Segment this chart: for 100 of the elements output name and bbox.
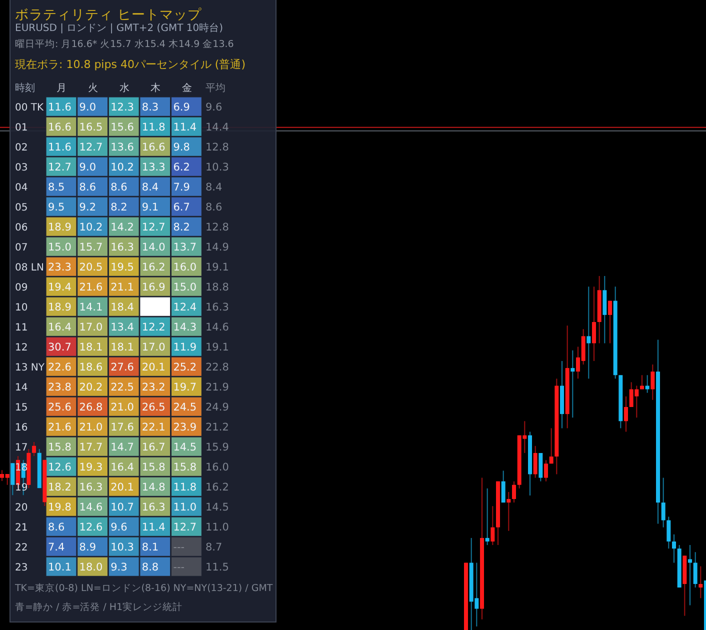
y-tick-label: 03 [15, 162, 28, 174]
data-label: 9.3 [110, 562, 128, 574]
data-label: 21.1 [110, 282, 134, 294]
text: 曜日平均: 月16.6* 火15.7 水15.4 木14.9 金13.6 [15, 38, 234, 50]
text: --- [173, 562, 185, 574]
data-label: 21.6 [48, 422, 72, 434]
data-label: 8.6 [48, 522, 66, 534]
data-label: 16.0 [173, 262, 197, 274]
data-label: 14.1 [79, 302, 103, 314]
data-label: 16.4 [110, 462, 134, 474]
y2-tick-label: 8.4 [206, 182, 223, 194]
data-label: 8.9 [79, 542, 96, 554]
candlestick [549, 428, 554, 464]
candlestick [506, 491, 511, 532]
y2-tick-label: 8.7 [206, 542, 222, 554]
data-label: 16.3 [79, 482, 103, 494]
data-label: 6.2 [173, 162, 190, 174]
data-label: 11.6 [48, 142, 72, 154]
data-label: 10.1 [48, 562, 72, 574]
data-label: 18.4 [110, 302, 134, 314]
y-tick-label: 05 [15, 202, 28, 214]
candlestick [672, 534, 676, 564]
data-label: 6.9 [173, 102, 190, 114]
data-label: 12.6 [79, 522, 103, 534]
data-label: 12.3 [110, 102, 134, 114]
data-label: 19.5 [110, 262, 134, 274]
data-label: 18.1 [110, 342, 134, 354]
data-label: 8.3 [142, 102, 159, 114]
x-tick-label: 水 [119, 82, 130, 94]
data-label: 19.3 [79, 462, 103, 474]
y2-tick-label: 12.8 [206, 222, 229, 234]
data-label: 14.8 [142, 482, 166, 494]
data-label: 14.0 [142, 242, 166, 254]
data-label: 14.6 [79, 502, 103, 514]
data-label: 12.7 [173, 522, 197, 534]
y2-tick-label: 14.6 [206, 322, 230, 334]
y2-tick-label: 14.5 [206, 502, 229, 514]
data-label: 25.2 [173, 362, 197, 374]
candlestick [501, 470, 506, 504]
y2-axis-title: 平均 [206, 82, 226, 94]
data-label: 15.6 [110, 122, 134, 134]
data-label: 12.2 [142, 322, 166, 334]
candlestick [688, 544, 692, 606]
y-axis-title: 時刻 [15, 82, 35, 94]
y2-tick-label: 14.9 [206, 242, 229, 254]
y-tick-label: 18 [15, 462, 28, 474]
data-label: 15.8 [142, 462, 166, 474]
data-label: 16.3 [110, 242, 134, 254]
text: 現在ボラ: 10.8 pips 40パーセンタイル (普通) [15, 58, 246, 71]
data-label: 22.5 [110, 382, 134, 394]
chart-title: ボラティリティ ヒートマップ [15, 7, 202, 23]
y-tick-label: 09 [15, 282, 28, 294]
y2-tick-label: 14.4 [206, 122, 230, 134]
data-label: 22.1 [142, 422, 166, 434]
data-label: 10.2 [110, 162, 134, 174]
y-tick-label: 08 LN [15, 262, 44, 274]
data-label: 18.6 [79, 362, 103, 374]
data-label: 9.6 [110, 522, 128, 534]
y2-tick-label: 16.0 [206, 462, 229, 474]
text: 青=静か / 赤=活発 / H1実レンジ統計 [15, 601, 183, 613]
candlestick [592, 286, 596, 362]
data-label: 26.5 [142, 402, 166, 414]
data-label: 16.9 [142, 282, 166, 294]
y-tick-label: 11 [15, 322, 28, 334]
y2-tick-label: 19.1 [206, 342, 229, 354]
data-label: 10.3 [110, 542, 134, 554]
y-tick-label: 15 [15, 402, 28, 414]
y2-tick-label: 21.2 [206, 422, 229, 434]
data-label: 14.7 [110, 442, 134, 454]
candlestick [570, 350, 575, 418]
y2-tick-label: 16.2 [206, 482, 229, 494]
candlestick [650, 364, 655, 400]
candlestick [624, 396, 628, 432]
data-label: 15.8 [48, 442, 72, 454]
candlestick [490, 506, 495, 546]
candlestick [544, 460, 548, 482]
data-label: 16.2 [142, 262, 166, 274]
y-tick-label: 17 [15, 442, 28, 454]
data-label: 20.1 [142, 362, 166, 374]
data-label: 21.0 [110, 402, 134, 414]
y2-tick-label: 8.6 [206, 202, 223, 214]
data-label: 23.3 [48, 262, 72, 274]
data-label: 15.0 [48, 242, 72, 254]
y-tick-label: 21 [15, 522, 28, 534]
data-label: 16.3 [142, 502, 166, 514]
data-label: 30.7 [48, 342, 72, 354]
data-label: 11.8 [173, 482, 197, 494]
data-label: 11.8 [142, 122, 166, 134]
data-label: 17.7 [79, 442, 103, 454]
y-tick-label: 07 [15, 242, 28, 254]
data-label: 15.0 [173, 282, 197, 294]
data-label: 7.4 [48, 542, 66, 554]
y2-tick-label: 22.8 [206, 362, 229, 374]
data-label: 16.4 [48, 322, 72, 334]
x-tick-label: 火 [88, 82, 98, 94]
data-label: 20.1 [110, 482, 134, 494]
data-label: 27.6 [110, 362, 134, 374]
data-label: 16.7 [142, 442, 166, 454]
data-label: 16.5 [79, 122, 103, 134]
candlestick [10, 462, 15, 496]
